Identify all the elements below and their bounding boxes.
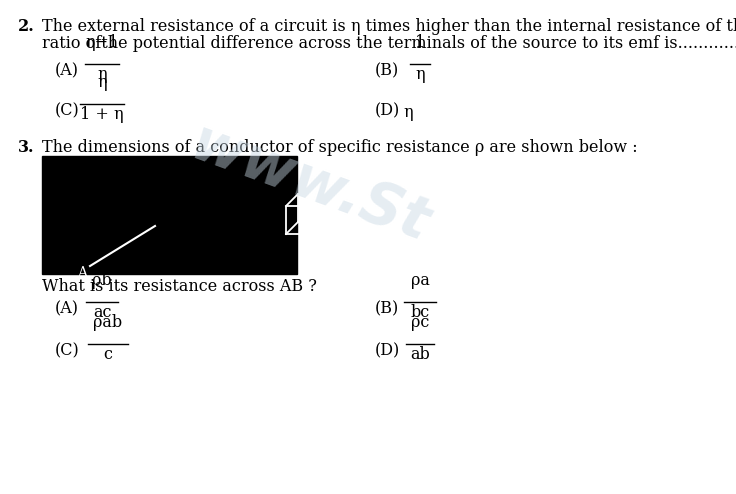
Text: η: η <box>403 104 413 121</box>
Text: (B): (B) <box>375 300 399 317</box>
Text: (C): (C) <box>55 102 79 119</box>
Text: 3.: 3. <box>18 139 35 156</box>
Text: A: A <box>77 266 87 280</box>
Text: (A): (A) <box>55 62 79 79</box>
Text: ρab: ρab <box>93 314 123 331</box>
Text: The external resistance of a circuit is η times higher than the internal resista: The external resistance of a circuit is … <box>42 18 736 35</box>
Text: ρc: ρc <box>411 314 429 331</box>
Text: What is its resistance across AB ?: What is its resistance across AB ? <box>42 278 317 295</box>
Text: (A): (A) <box>55 300 79 317</box>
Text: η: η <box>97 74 107 91</box>
Text: www.St: www.St <box>183 115 437 253</box>
Text: ρa: ρa <box>411 272 429 289</box>
Text: 1 + η: 1 + η <box>80 106 124 123</box>
Bar <box>42 156 297 274</box>
Text: ab: ab <box>410 346 430 363</box>
Text: η−1: η−1 <box>85 34 118 51</box>
Text: 2.: 2. <box>18 18 35 35</box>
Text: (C): (C) <box>55 342 79 359</box>
Text: (B): (B) <box>375 62 399 79</box>
Text: ac: ac <box>93 304 111 321</box>
Text: 1: 1 <box>415 34 425 51</box>
Text: c: c <box>104 346 113 363</box>
Text: ρb: ρb <box>92 272 112 289</box>
Text: (D): (D) <box>375 102 400 119</box>
Text: ratio of​the potential difference across the terminals of the source to its emf : ratio of​the potential difference across… <box>42 35 736 52</box>
Text: η: η <box>415 66 425 83</box>
Text: The dimensions of a conductor of specific resistance ρ are shown below :: The dimensions of a conductor of specifi… <box>42 139 637 156</box>
Text: η: η <box>97 66 107 83</box>
Text: bc: bc <box>411 304 430 321</box>
Text: (D): (D) <box>375 342 400 359</box>
